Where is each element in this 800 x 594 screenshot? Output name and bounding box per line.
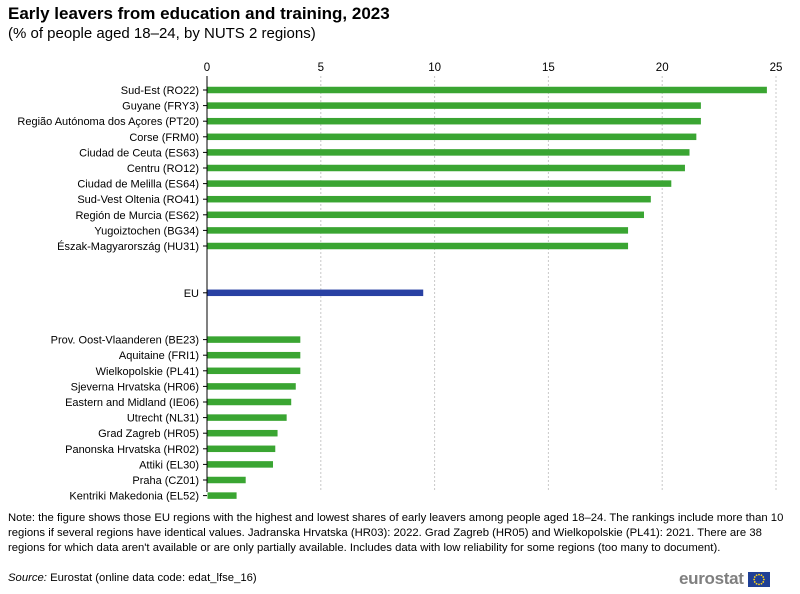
bar (207, 398, 292, 406)
eurostat-logo[interactable]: eurostat (679, 569, 770, 589)
x-tick-label: 10 (428, 62, 441, 74)
category-label: Grad Zagreb (HR05) (98, 428, 199, 440)
y-axis (203, 76, 208, 497)
bar (207, 383, 296, 390)
bar (207, 164, 685, 172)
category-label: Sjeverna Hrvatska (HR06) (71, 381, 199, 393)
x-tick-label: 5 (318, 62, 324, 74)
bar (207, 445, 276, 453)
bar (207, 195, 651, 203)
category-label: Utrecht (NL31) (127, 413, 199, 425)
chart-source: Source: Eurostat (online data code: edat… (8, 572, 257, 584)
category-label: Guyane (FRY3) (122, 101, 199, 113)
bar (207, 180, 672, 187)
category-label: Prov. Oost-Vlaanderen (BE23) (51, 335, 199, 347)
category-labels: Sud-Est (RO22) Guyane (FRY3) Região Autóno… (17, 85, 199, 503)
category-label: Centru (RO12) (127, 163, 199, 175)
source-label: Source: (8, 572, 47, 584)
bar (207, 414, 287, 421)
bar (207, 351, 301, 359)
bar (207, 461, 274, 468)
eurostat-logo-text: eurostat (679, 569, 744, 588)
x-tick-label: 20 (656, 62, 669, 74)
x-tick-label: 0 (204, 62, 210, 74)
category-label: EU (184, 288, 199, 300)
bar (207, 211, 644, 219)
x-tick-label: 15 (542, 62, 555, 74)
bar (207, 149, 690, 156)
x-axis-ticks: 0 5 10 15 20 25 (204, 62, 783, 74)
bar (207, 102, 701, 109)
bar (207, 476, 246, 484)
grid-lines (320, 76, 777, 492)
bar (207, 429, 278, 437)
category-label: Wielkopolskie (PL41) (96, 366, 199, 378)
bar (207, 492, 237, 499)
category-label: Eastern and Midland (IE06) (65, 397, 199, 409)
bar (207, 133, 697, 141)
chart-title: Early leavers from education and trainin… (8, 4, 390, 23)
bar (207, 367, 301, 375)
category-label: Región de Murcia (ES62) (75, 210, 199, 222)
bar (207, 117, 701, 125)
bar (207, 336, 301, 343)
category-label: Aquitaine (FRI1) (119, 350, 199, 362)
category-label: Praha (CZ01) (132, 475, 199, 487)
bar (207, 242, 629, 250)
eu-flag-icon (747, 571, 770, 587)
category-label: Panonska Hrvatska (HR02) (65, 444, 199, 456)
category-label: Ciudad de Ceuta (ES63) (79, 147, 199, 159)
category-label: Attiki (EL30) (139, 459, 199, 471)
category-label: Corse (FRM0) (129, 132, 199, 144)
category-label: Sud-Est (RO22) (121, 85, 199, 97)
category-label: Yugoiztochen (BG34) (94, 225, 199, 237)
bars (207, 86, 767, 499)
source-text: Eurostat (online data code: edat_lfse_16… (50, 572, 257, 584)
category-label: Região Autónoma dos Açores (PT20) (17, 116, 199, 128)
bar (207, 289, 424, 297)
category-label: Észak-Magyarország (HU31) (57, 240, 199, 253)
bar (207, 86, 767, 94)
chart-note: Note: the figure shows those EU regions … (8, 512, 784, 554)
bar-chart: 0 5 10 15 20 25 Sud-Est (RO22) Guyane (FRY3) Re… (17, 62, 783, 503)
category-label: Sud-Vest Oltenia (RO41) (77, 194, 199, 206)
category-label: Ciudad de Melilla (ES64) (77, 179, 199, 191)
category-label: Kentriki Makedonia (EL52) (69, 491, 199, 503)
x-tick-label: 25 (770, 62, 783, 74)
bar (207, 227, 629, 234)
chart-subtitle: (% of people aged 18–24, by NUTS 2 regio… (8, 25, 316, 42)
